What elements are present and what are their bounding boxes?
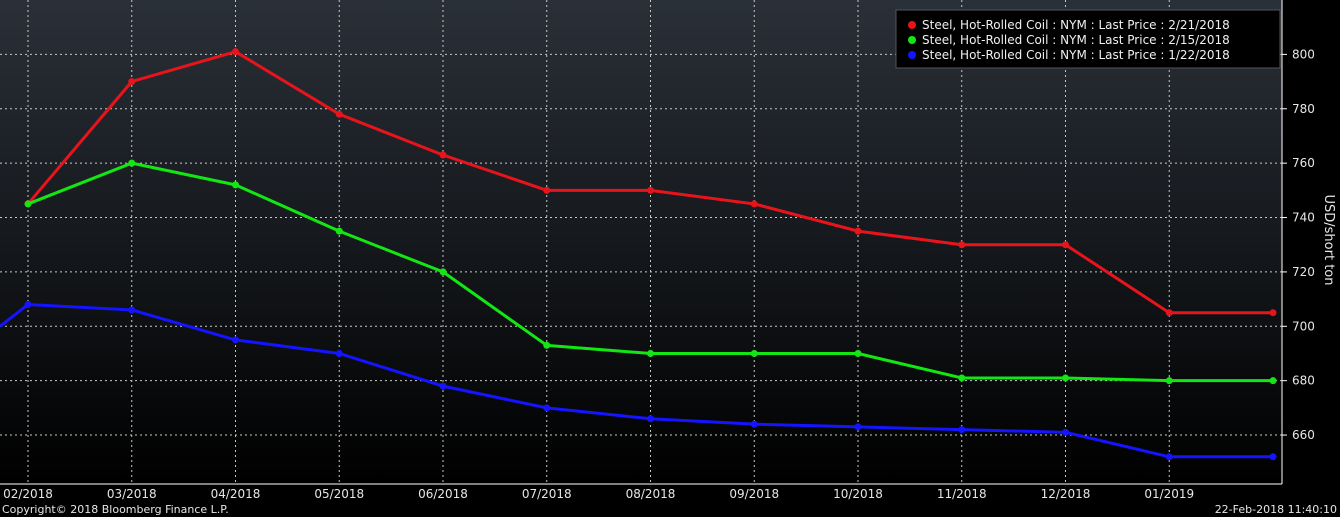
data-point [439, 151, 447, 159]
data-point [335, 227, 343, 235]
legend: Steel, Hot-Rolled Coil : NYM : Last Pric… [895, 9, 1281, 69]
data-point [958, 374, 966, 382]
data-point [647, 186, 654, 194]
data-point [958, 241, 966, 249]
y-tick-label: 680 [1292, 374, 1315, 388]
y-tick-label: 800 [1292, 47, 1315, 61]
data-point [543, 186, 551, 194]
legend-marker [908, 51, 916, 59]
legend-label: Steel, Hot-Rolled Coil : NYM : Last Pric… [922, 48, 1230, 62]
data-point [1269, 309, 1277, 317]
x-tick-label: 06/2018 [418, 487, 468, 501]
y-tick-label: 700 [1292, 319, 1315, 333]
x-tick-label: 04/2018 [211, 487, 261, 501]
data-point [439, 382, 447, 390]
data-point [750, 420, 758, 428]
legend-label: Steel, Hot-Rolled Coil : NYM : Last Pric… [922, 33, 1230, 47]
data-point [647, 415, 654, 423]
legend-marker [908, 36, 916, 44]
data-point [1062, 428, 1069, 436]
data-point [750, 349, 758, 357]
y-tick-label: 720 [1292, 265, 1315, 279]
legend-label: Steel, Hot-Rolled Coil : NYM : Last Pric… [922, 18, 1230, 32]
data-point [24, 200, 32, 208]
data-point [232, 48, 239, 56]
x-tick-label: 05/2018 [314, 487, 364, 501]
y-tick-label: 660 [1292, 428, 1315, 442]
x-tick-label: 10/2018 [833, 487, 883, 501]
gridlines [0, 0, 1282, 484]
data-point [1165, 453, 1173, 461]
y-tick-label: 780 [1292, 102, 1315, 116]
data-point [854, 423, 862, 431]
data-point [1062, 241, 1069, 249]
legend-marker [908, 21, 916, 29]
y-tick-label: 740 [1292, 211, 1315, 225]
data-point [439, 268, 447, 276]
x-tick-label: 07/2018 [522, 487, 572, 501]
data-point [854, 349, 862, 357]
x-axis-ticks: 02/2018 03/2018 04/2018 05/2018 06/2018 07/20… [3, 487, 1194, 501]
x-tick-label: 03/2018 [107, 487, 157, 501]
data-point [24, 301, 32, 309]
data-point [750, 200, 758, 208]
data-point [543, 404, 551, 412]
plot-background [0, 0, 1282, 484]
data-point [1062, 374, 1069, 382]
data-point [1165, 309, 1173, 317]
x-tick-label: 09/2018 [729, 487, 779, 501]
data-point [128, 306, 136, 314]
data-point [128, 159, 136, 167]
y-tick-label: 760 [1292, 156, 1315, 170]
data-point [543, 341, 551, 349]
series-group [0, 48, 1277, 461]
y-axis-title: USD/short ton [1321, 195, 1336, 286]
data-point [128, 78, 136, 86]
legend-box [895, 9, 1281, 69]
x-tick-label: 02/2018 [3, 487, 53, 501]
copyright-text: Copyright© 2018 Bloomberg Finance L.P. [2, 503, 229, 516]
y-axis-ticks: 660 680 700 720 740 760 780 800 [1282, 47, 1315, 442]
data-point [335, 349, 343, 357]
data-point [232, 181, 239, 189]
data-point [232, 336, 239, 344]
data-point [958, 426, 966, 434]
x-tick-label: 11/2018 [937, 487, 987, 501]
data-point [1269, 453, 1277, 461]
data-point [854, 227, 862, 235]
data-point [335, 110, 343, 118]
series-line [0, 303, 1273, 459]
timestamp-text: 22-Feb-2018 11:40:10 [1215, 503, 1337, 516]
data-point [647, 349, 654, 357]
data-point [1269, 377, 1277, 385]
x-tick-label: 01/2019 [1144, 487, 1194, 501]
x-tick-label: 08/2018 [626, 487, 676, 501]
x-tick-label: 12/2018 [1041, 487, 1091, 501]
data-point [1165, 377, 1173, 385]
